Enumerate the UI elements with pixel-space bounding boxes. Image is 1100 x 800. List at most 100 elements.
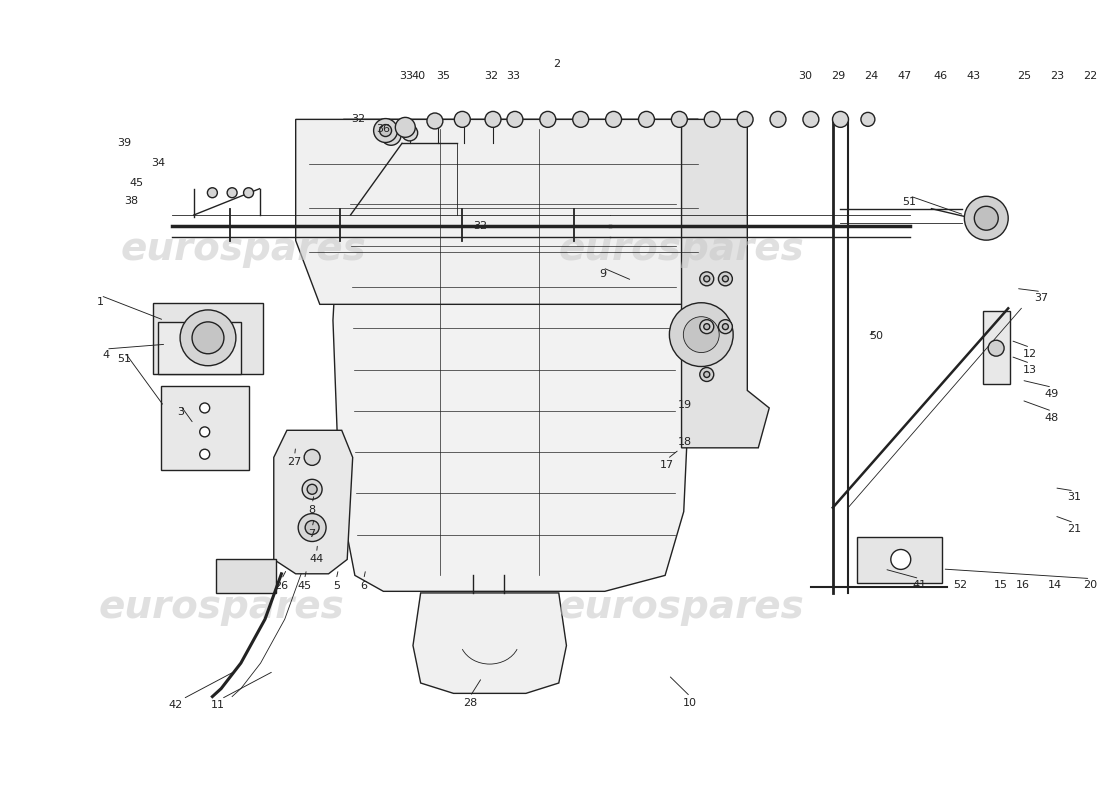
Text: 39: 39 bbox=[118, 138, 132, 148]
Text: 5: 5 bbox=[332, 581, 340, 590]
Text: eurospares: eurospares bbox=[559, 588, 804, 626]
Text: 9: 9 bbox=[600, 269, 606, 279]
Text: 37: 37 bbox=[1034, 293, 1048, 303]
Text: 38: 38 bbox=[124, 196, 139, 206]
Circle shape bbox=[704, 276, 710, 282]
Circle shape bbox=[200, 403, 210, 413]
Circle shape bbox=[718, 320, 733, 334]
Circle shape bbox=[606, 111, 621, 127]
Text: 19: 19 bbox=[678, 400, 692, 410]
Text: 6: 6 bbox=[360, 581, 367, 590]
Text: 21: 21 bbox=[1067, 524, 1081, 534]
Text: 12: 12 bbox=[1023, 349, 1037, 358]
Text: 22: 22 bbox=[1084, 70, 1098, 81]
Text: 33: 33 bbox=[506, 70, 519, 81]
Text: 8: 8 bbox=[309, 505, 316, 515]
Text: 32: 32 bbox=[473, 222, 487, 231]
Circle shape bbox=[395, 118, 416, 138]
Circle shape bbox=[671, 111, 688, 127]
Text: 44: 44 bbox=[309, 554, 323, 565]
Circle shape bbox=[704, 324, 710, 330]
Polygon shape bbox=[333, 119, 698, 591]
Circle shape bbox=[427, 113, 443, 129]
Text: 49: 49 bbox=[1045, 389, 1059, 398]
Text: 20: 20 bbox=[1084, 580, 1098, 590]
Text: 48: 48 bbox=[1045, 413, 1059, 422]
Circle shape bbox=[700, 272, 714, 286]
Text: 11: 11 bbox=[211, 699, 224, 710]
Circle shape bbox=[891, 550, 911, 570]
Circle shape bbox=[200, 450, 210, 459]
Polygon shape bbox=[161, 386, 249, 470]
Circle shape bbox=[402, 125, 418, 141]
Circle shape bbox=[180, 310, 235, 366]
Circle shape bbox=[737, 111, 754, 127]
Text: 52: 52 bbox=[953, 580, 967, 590]
Circle shape bbox=[670, 302, 734, 366]
Text: 10: 10 bbox=[683, 698, 697, 708]
Polygon shape bbox=[296, 119, 708, 304]
Polygon shape bbox=[983, 310, 1011, 384]
Text: eurospares: eurospares bbox=[120, 230, 366, 267]
Circle shape bbox=[770, 111, 786, 127]
Text: 31: 31 bbox=[1067, 492, 1081, 502]
Circle shape bbox=[302, 479, 322, 499]
Circle shape bbox=[192, 322, 224, 354]
Circle shape bbox=[704, 371, 710, 378]
Text: 35: 35 bbox=[437, 70, 451, 81]
Text: 3: 3 bbox=[177, 407, 184, 417]
Circle shape bbox=[833, 111, 848, 127]
Circle shape bbox=[704, 111, 720, 127]
Text: 1: 1 bbox=[97, 297, 104, 307]
Circle shape bbox=[803, 111, 818, 127]
Text: eurospares: eurospares bbox=[98, 588, 344, 626]
Text: 36: 36 bbox=[376, 124, 390, 134]
Text: 51: 51 bbox=[902, 198, 916, 207]
Text: 32: 32 bbox=[351, 114, 365, 124]
Text: 27: 27 bbox=[287, 457, 301, 467]
Text: 25: 25 bbox=[1018, 70, 1032, 81]
Circle shape bbox=[638, 111, 654, 127]
Circle shape bbox=[718, 272, 733, 286]
Text: 15: 15 bbox=[993, 580, 1008, 590]
Polygon shape bbox=[857, 537, 943, 583]
Text: 24: 24 bbox=[865, 70, 878, 81]
Text: 13: 13 bbox=[1023, 365, 1037, 374]
Circle shape bbox=[454, 111, 471, 127]
Text: 30: 30 bbox=[799, 70, 813, 81]
Polygon shape bbox=[682, 119, 769, 448]
Text: 4: 4 bbox=[102, 350, 110, 360]
Text: 45: 45 bbox=[297, 581, 311, 590]
Polygon shape bbox=[153, 302, 263, 374]
Polygon shape bbox=[274, 430, 353, 574]
Text: 23: 23 bbox=[1050, 70, 1065, 81]
Text: 7: 7 bbox=[309, 529, 316, 539]
Text: 40: 40 bbox=[411, 70, 426, 81]
Text: 51: 51 bbox=[118, 354, 132, 363]
Text: 17: 17 bbox=[660, 460, 674, 470]
Text: 26: 26 bbox=[274, 581, 288, 590]
Text: 28: 28 bbox=[463, 698, 477, 708]
Text: 14: 14 bbox=[1048, 580, 1063, 590]
Circle shape bbox=[700, 320, 714, 334]
Polygon shape bbox=[157, 322, 241, 374]
Text: 50: 50 bbox=[870, 331, 883, 342]
Circle shape bbox=[305, 450, 320, 466]
Circle shape bbox=[227, 188, 238, 198]
Text: eurospares: eurospares bbox=[559, 230, 804, 267]
Text: 42: 42 bbox=[168, 699, 183, 710]
Circle shape bbox=[683, 317, 719, 353]
Text: 45: 45 bbox=[130, 178, 144, 188]
Text: 18: 18 bbox=[678, 438, 692, 447]
Polygon shape bbox=[412, 593, 566, 694]
Text: 32: 32 bbox=[484, 70, 498, 81]
Circle shape bbox=[298, 514, 326, 542]
Text: 2: 2 bbox=[553, 58, 560, 69]
Text: 16: 16 bbox=[1015, 580, 1030, 590]
Circle shape bbox=[861, 113, 875, 126]
Circle shape bbox=[573, 111, 588, 127]
Text: 47: 47 bbox=[896, 70, 911, 81]
Text: 46: 46 bbox=[933, 70, 947, 81]
Circle shape bbox=[208, 188, 218, 198]
Text: 33: 33 bbox=[399, 70, 414, 81]
